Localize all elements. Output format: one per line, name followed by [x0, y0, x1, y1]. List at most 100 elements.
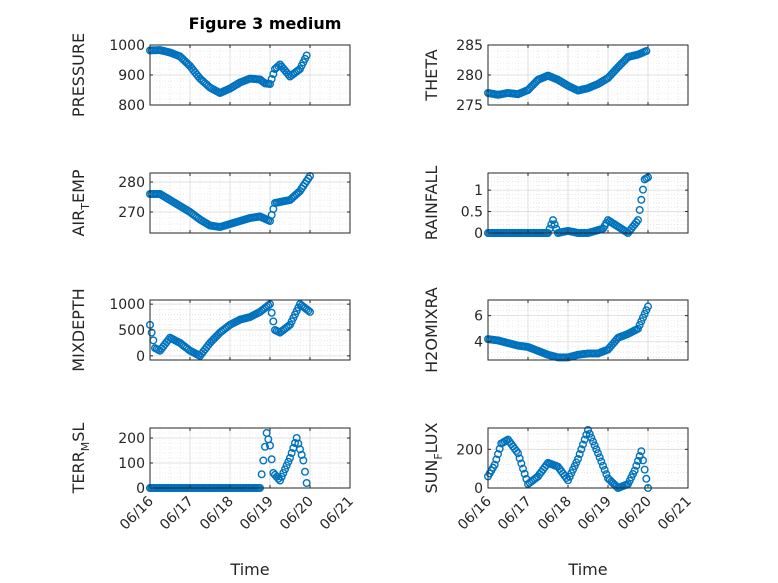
- data-marker: [639, 185, 648, 194]
- x-axis-label: Time: [229, 560, 269, 579]
- y-tick-label: 900: [118, 68, 145, 84]
- y-tick-label: 200: [118, 431, 145, 447]
- data-marker: [639, 313, 648, 322]
- x-tick-label: 06/19: [237, 494, 277, 534]
- x-tick-label: 06/21: [655, 494, 695, 534]
- y-tick-label: 285: [456, 38, 483, 54]
- data-marker: [637, 195, 646, 204]
- data-marker: [147, 328, 156, 337]
- data-marker: [282, 461, 291, 470]
- data-marker: [495, 444, 504, 453]
- y-axis-label: SUNFLUX: [422, 422, 445, 493]
- data-marker: [304, 306, 313, 315]
- data-marker: [261, 442, 270, 451]
- data-marker: [600, 465, 609, 474]
- data-marker: [639, 456, 648, 465]
- y-tick-label: 1: [474, 183, 483, 199]
- data-marker: [594, 449, 603, 458]
- y-tick-label: 0: [136, 349, 145, 365]
- y-axis-label: PRESSURE: [69, 33, 88, 117]
- data-marker: [490, 460, 499, 469]
- axes-box: [487, 427, 689, 489]
- data-marker: [577, 445, 586, 454]
- subplot-air-temp: 270 280 AIRTEMP: [69, 169, 351, 237]
- data-marker: [306, 307, 315, 316]
- data-marker: [587, 433, 596, 442]
- x-tick-label: 06/16: [117, 493, 157, 533]
- data-marker: [640, 465, 649, 474]
- data-marker: [584, 425, 593, 434]
- data-marker: [302, 479, 311, 488]
- data-marker: [634, 456, 643, 465]
- data-marker: [267, 308, 276, 317]
- axes-box: [487, 172, 689, 234]
- y-tick-label: 1000: [109, 38, 145, 54]
- subplot-sun-flux: 0 200 06/16 06/17 06/18 06/19 06/20 06/21 SUNFLU…: [422, 422, 695, 579]
- y-tick-label: 1000: [109, 297, 145, 313]
- data-marker: [494, 450, 503, 459]
- data-marker: [585, 429, 594, 438]
- y-tick-label: 280: [456, 68, 483, 84]
- data-marker: [277, 472, 286, 481]
- axes-box: [487, 299, 689, 361]
- data-marker: [592, 445, 601, 454]
- data-marker: [266, 441, 275, 450]
- data-marker: [302, 51, 311, 60]
- x-tick-label: 06/18: [535, 494, 575, 534]
- data-marker: [267, 74, 276, 83]
- x-tick-label: 06/17: [157, 494, 197, 534]
- y-tick-label: 500: [118, 323, 145, 339]
- y-tick-label: 4: [474, 335, 483, 351]
- data-marker: [637, 447, 646, 456]
- axes-box: [149, 172, 351, 234]
- data-marker: [642, 474, 651, 483]
- x-tick-label: 06/18: [197, 494, 237, 534]
- y-tick-label: 100: [118, 456, 145, 472]
- data-marker: [632, 461, 641, 470]
- data-marker: [597, 457, 606, 466]
- data-marker: [276, 476, 285, 485]
- data-marker: [550, 220, 559, 229]
- x-axis-label: Time: [567, 560, 607, 579]
- data-marker: [286, 454, 295, 463]
- subplot-h2omixra: 4 6 H2OMIXRA: [422, 287, 689, 373]
- x-tick-label: 06/16: [455, 493, 495, 533]
- y-tick-label: 0: [474, 481, 483, 497]
- data-marker: [259, 456, 268, 465]
- data-marker: [579, 440, 588, 449]
- subplot-terr-msl: 0 100 200 06/16 06/17 06/18 06/19 06/20 06/21 TER…: [69, 423, 357, 579]
- data-marker: [635, 321, 644, 330]
- data-marker: [515, 454, 524, 463]
- x-tick-label: 06/21: [317, 494, 357, 534]
- data-marker: [589, 437, 598, 446]
- data-marker: [291, 439, 300, 448]
- data-marker: [602, 470, 611, 479]
- y-tick-label: 280: [118, 175, 145, 191]
- data-marker: [642, 47, 651, 56]
- y-axis-label: AIRTEMP: [69, 169, 92, 236]
- data-marker: [492, 455, 501, 464]
- data-marker: [264, 301, 273, 310]
- data-marker: [575, 450, 584, 459]
- data-marker: [267, 455, 276, 464]
- y-tick-label: 800: [118, 98, 145, 114]
- data-marker: [257, 470, 266, 479]
- data-marker: [520, 469, 529, 478]
- subplot-pressure: 800 900 1000 PRESSURE: [69, 33, 351, 117]
- data-marker: [640, 309, 649, 318]
- y-axis-label: THETA: [422, 49, 441, 101]
- y-tick-label: 200: [456, 442, 483, 458]
- data-marker: [599, 461, 608, 470]
- x-tick-label: 06/20: [615, 494, 655, 534]
- data-marker: [301, 467, 310, 476]
- data-marker: [547, 220, 556, 229]
- data-marker: [634, 324, 643, 333]
- subplot-theta: 275 280 285 THETA: [422, 38, 689, 114]
- data-marker: [287, 449, 296, 458]
- data-marker: [595, 453, 604, 462]
- data-marker: [634, 216, 643, 225]
- y-axis-label: TERRMSL: [69, 423, 92, 495]
- data-marker: [632, 218, 641, 227]
